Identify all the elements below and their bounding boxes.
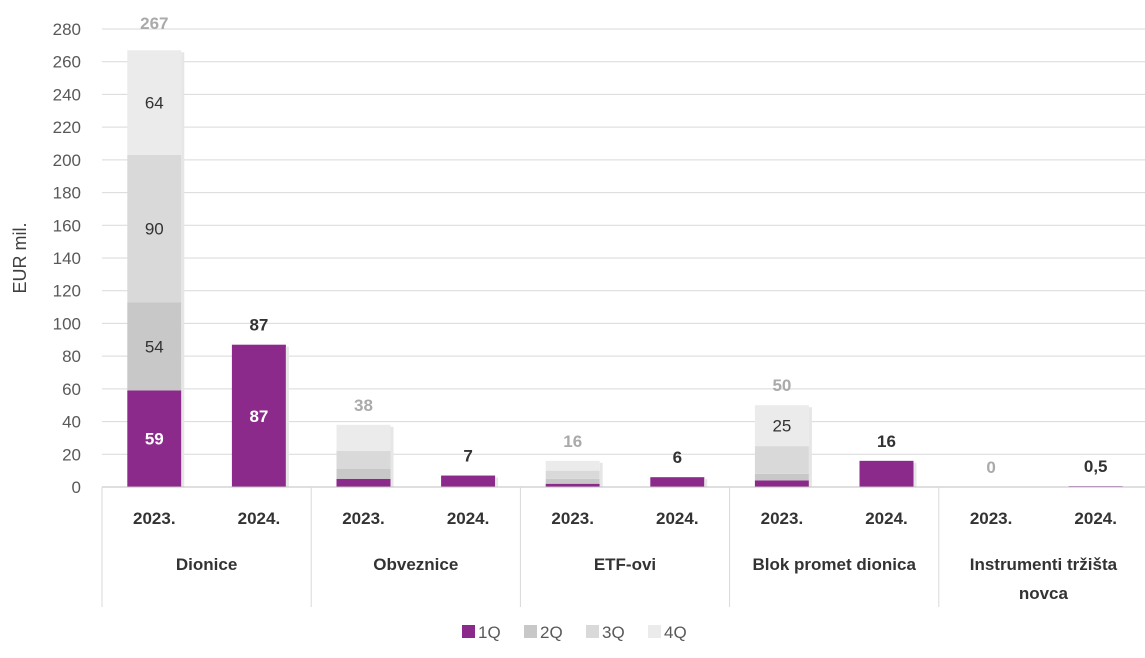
x-group-label-line: Dionice: [176, 555, 237, 574]
bar-segment: [754, 473, 809, 481]
bar-total-label: 16: [877, 432, 896, 451]
x-year-label: 2023.: [761, 509, 804, 528]
bar-shadow: [599, 462, 603, 487]
legend-label: 3Q: [602, 623, 625, 642]
x-group-label-line: novca: [1019, 584, 1069, 603]
x-year-label: 2023.: [970, 509, 1013, 528]
bar-total-label: 87: [249, 316, 268, 335]
y-tick-label: 160: [53, 216, 81, 235]
x-group-label-line: ETF-ovi: [594, 555, 656, 574]
y-tick-label: 220: [53, 118, 81, 137]
bar-segment: [336, 451, 391, 470]
y-tick-label: 0: [72, 478, 81, 497]
bar-segment: [127, 302, 182, 391]
bar-segment-label: 59: [145, 430, 164, 449]
bar-segment: [650, 477, 705, 487]
x-group-label-line: Obveznice: [373, 555, 458, 574]
y-tick-label: 260: [53, 53, 81, 72]
bar-segment: [441, 475, 496, 487]
x-year-label: 2023.: [342, 509, 385, 528]
bar-segment-label: 54: [145, 337, 164, 356]
bar-segment-label: 90: [145, 220, 164, 239]
bar-shadow: [285, 346, 289, 487]
x-year-label: 2023.: [133, 509, 176, 528]
y-tick-label: 20: [62, 445, 81, 464]
legend-swatch: [648, 625, 661, 638]
bar-total-label: 50: [772, 376, 791, 395]
bar-segment: [754, 405, 809, 447]
x-group-label: ETF-ovi: [594, 555, 656, 574]
y-tick-label: 120: [53, 282, 81, 301]
bar-segment: [545, 470, 600, 479]
bar-segment: [336, 478, 391, 487]
legend-label: 4Q: [664, 623, 687, 642]
bar-segment: [336, 469, 391, 479]
bar-total-label: 0: [986, 458, 995, 477]
bar-total-label: 16: [563, 432, 582, 451]
y-tick-label: 280: [53, 20, 81, 39]
bar-shadow: [181, 52, 185, 488]
x-group-label: Blok promet dionica: [752, 555, 916, 574]
bar-segment: [545, 460, 600, 471]
legend-label: 1Q: [478, 623, 501, 642]
bar-segment: [754, 446, 809, 474]
y-tick-label: 200: [53, 151, 81, 170]
bar-total-label: 0,5: [1084, 457, 1108, 476]
x-group-label-line: Blok promet dionica: [752, 555, 916, 574]
bar-shadow: [913, 462, 917, 487]
bar-segment: [859, 460, 914, 487]
bar-segment: [127, 390, 182, 487]
x-year-label: 2024.: [1074, 509, 1117, 528]
bar-total-label: 267: [140, 14, 168, 33]
bar-segment: [127, 50, 182, 155]
y-tick-label: 100: [53, 314, 81, 333]
bar-total-label: 6: [673, 448, 682, 467]
bar-shadow: [704, 479, 708, 487]
x-group-label: Obveznice: [373, 555, 458, 574]
y-tick-label: 240: [53, 85, 81, 104]
bar-total-label: 7: [463, 447, 472, 466]
bar-segment: [545, 478, 600, 484]
x-year-label: 2024.: [656, 509, 699, 528]
x-group-label: Dionice: [176, 555, 237, 574]
y-axis-title: EUR mil.: [10, 223, 30, 294]
y-tick-label: 60: [62, 380, 81, 399]
y-tick-label: 80: [62, 347, 81, 366]
bar-segment: [336, 424, 391, 452]
bar-shadow: [808, 407, 812, 487]
x-year-label: 2024.: [865, 509, 908, 528]
bar-segment: [231, 344, 286, 487]
x-year-label: 2023.: [551, 509, 594, 528]
legend-label: 2Q: [540, 623, 563, 642]
bar-shadow: [390, 426, 394, 487]
x-year-label: 2024.: [238, 509, 281, 528]
bar-segment-label: 64: [145, 94, 164, 113]
bar-total-label: 38: [354, 396, 373, 415]
legend-swatch: [524, 625, 537, 638]
y-tick-label: 140: [53, 249, 81, 268]
x-group-label: Instrumenti tržišta novca: [970, 555, 1118, 603]
legend-swatch: [586, 625, 599, 638]
bar-segment-label: 25: [772, 417, 791, 436]
bar-segment: [545, 483, 600, 487]
x-year-label: 2024.: [447, 509, 490, 528]
y-tick-label: 40: [62, 413, 81, 432]
bar-segment-label: 87: [249, 407, 268, 426]
bar-segment: [127, 154, 182, 303]
y-tick-label: 180: [53, 184, 81, 203]
bar-shadow: [495, 477, 499, 487]
legend-swatch: [462, 625, 475, 638]
bar-segment: [754, 480, 809, 487]
x-group-label-line: Instrumenti tržišta: [970, 555, 1118, 574]
